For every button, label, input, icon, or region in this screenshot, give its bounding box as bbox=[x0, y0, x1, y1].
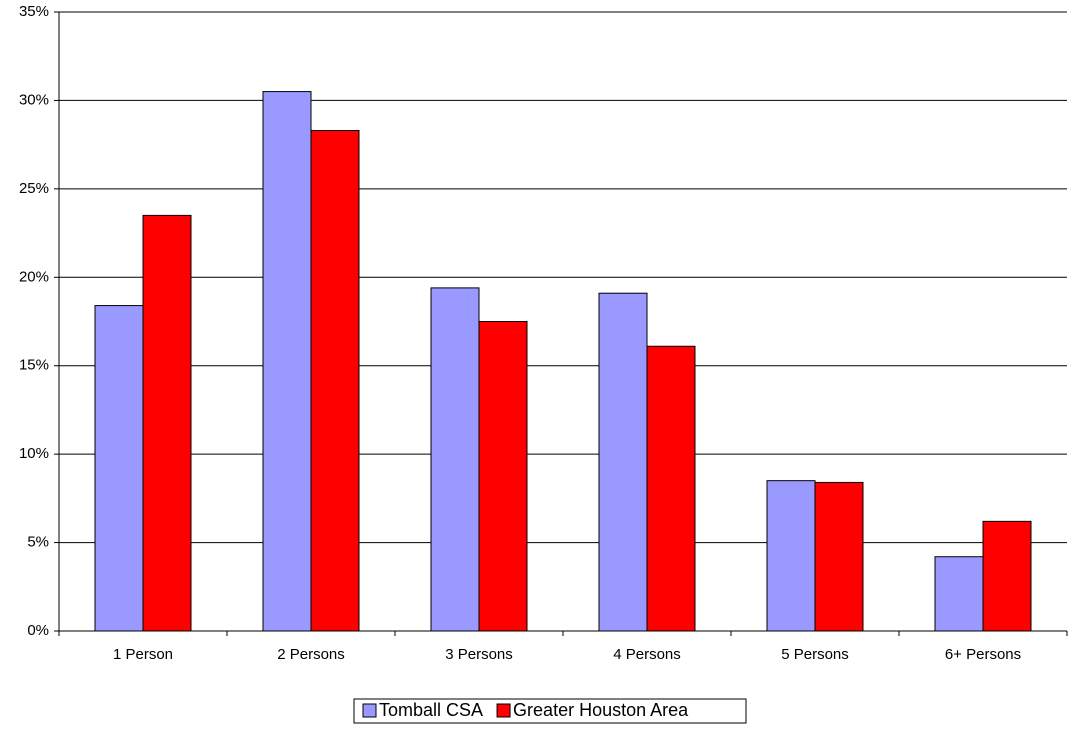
y-tick-label: 20% bbox=[19, 268, 49, 285]
y-tick-label: 35% bbox=[19, 3, 49, 20]
legend-box bbox=[353, 698, 747, 724]
bar bbox=[646, 345, 696, 632]
x-tick-label: 6+ Persons bbox=[945, 646, 1021, 663]
y-tick-label: 5% bbox=[27, 534, 49, 551]
bar bbox=[598, 292, 648, 632]
y-tick-label: 30% bbox=[19, 91, 49, 108]
bar bbox=[142, 214, 192, 632]
x-tick-label: 3 Persons bbox=[445, 646, 513, 663]
y-tick-label: 25% bbox=[19, 180, 49, 197]
y-tick-label: 10% bbox=[19, 445, 49, 462]
bar bbox=[934, 556, 984, 632]
bar bbox=[430, 287, 480, 632]
y-tick-label: 0% bbox=[27, 622, 49, 639]
bar bbox=[478, 321, 528, 632]
x-tick-label: 5 Persons bbox=[781, 646, 849, 663]
legend-label: Tomball CSA bbox=[379, 700, 483, 720]
x-tick-label: 2 Persons bbox=[277, 646, 345, 663]
x-tick-label: 1 Person bbox=[113, 646, 173, 663]
bar bbox=[814, 481, 864, 632]
bar bbox=[982, 520, 1032, 632]
bar bbox=[766, 480, 816, 632]
x-tick-label: 4 Persons bbox=[613, 646, 681, 663]
legend-swatch bbox=[362, 703, 377, 718]
bar bbox=[262, 91, 312, 632]
bar bbox=[310, 129, 360, 632]
y-tick-label: 15% bbox=[19, 357, 49, 374]
legend-label: Greater Houston Area bbox=[513, 700, 689, 720]
bar bbox=[94, 305, 144, 632]
legend-swatch bbox=[496, 703, 511, 718]
